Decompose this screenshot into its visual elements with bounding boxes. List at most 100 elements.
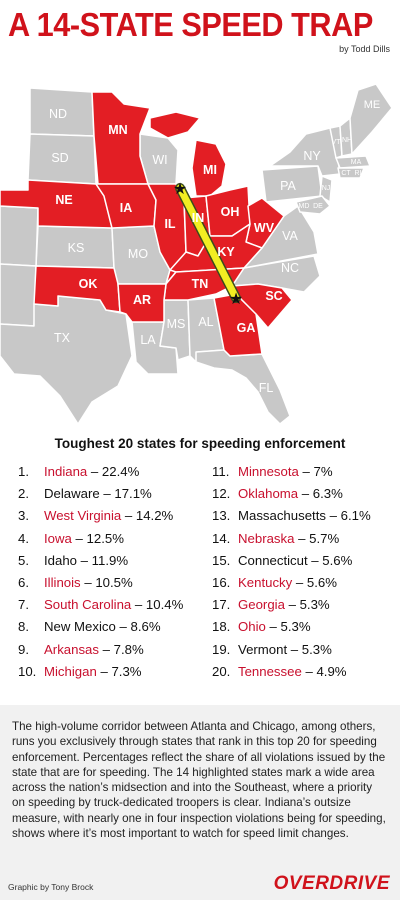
ranking-number: 5. <box>18 552 29 568</box>
ranking-number: 16. <box>212 574 231 590</box>
ranking-row: 7. South Carolina – 10.4% <box>18 594 183 616</box>
ranking-state-name: West Virginia <box>44 508 122 524</box>
ranking-state-name: Idaho <box>44 552 78 568</box>
ranking-percentage: – 4.9% <box>301 663 347 679</box>
label-mn: MN <box>108 123 127 137</box>
ranking-number: 14. <box>212 530 231 546</box>
infographic-title: A 14-STATE SPEED TRAP <box>8 6 373 43</box>
ranking-percentage: – 11.9% <box>77 552 129 568</box>
ranking-state-name: Minnesota <box>238 464 299 479</box>
label-sd: SD <box>51 151 68 165</box>
ranking-number: 8. <box>18 619 29 635</box>
ranking-percentage: – 10.5% <box>80 574 133 590</box>
ranking-percentage: – 6.3% <box>298 486 343 502</box>
ranking-number: 15. <box>212 552 231 568</box>
state-mi-up <box>149 111 201 139</box>
ranking-state-name: Arkansas <box>44 641 99 657</box>
label-ks: KS <box>68 241 85 255</box>
ranking-state-name: New Mexico <box>44 619 116 635</box>
rankings-title: Toughest 20 states for speeding enforcem… <box>54 436 346 451</box>
us-map: ★ ★ ND SD NE KS OK TX MN IA MO AR LA WI … <box>0 83 393 425</box>
label-wv: WV <box>254 221 275 235</box>
state-ma <box>335 155 371 169</box>
ranking-row: 2. Delaware – 17.1% <box>18 483 183 505</box>
label-ia: IA <box>120 201 133 215</box>
ranking-row: 11. Minnesota – 7% <box>212 461 371 483</box>
ranking-state-name: Delaware <box>44 486 100 502</box>
label-ri: RI <box>355 170 362 177</box>
ranking-state-name: Vermont <box>238 641 288 657</box>
ranking-number: 12. <box>212 486 231 502</box>
chicago-star-icon: ★ <box>173 181 187 198</box>
ranking-row: 1. Indiana – 22.4% <box>18 461 183 483</box>
label-la: LA <box>140 333 156 347</box>
label-fl: FL <box>259 381 274 395</box>
ranking-state-name: Connecticut <box>238 552 308 568</box>
ranking-row: 19. Vermont – 5.3% <box>212 639 371 661</box>
ranking-percentage: – 8.6% <box>115 619 161 635</box>
ranking-percentage: – 7% <box>298 464 333 479</box>
label-ms: MS <box>167 317 186 331</box>
label-nh: NH <box>342 137 352 144</box>
ranking-row: 10. Michigan – 7.3% <box>18 661 183 683</box>
ranking-percentage: – 14.2% <box>121 508 174 524</box>
ranking-number: 19. <box>212 641 231 657</box>
description-panel: The high-volume corridor between Atlanta… <box>0 705 400 900</box>
ranking-percentage: – 5.3% <box>265 619 311 635</box>
ranking-state-name: Ohio <box>238 619 266 635</box>
label-mo: MO <box>128 247 148 261</box>
ranking-percentage: – 5.6% <box>292 574 337 590</box>
label-ct: CT <box>341 170 351 177</box>
ranking-number: 7. <box>18 597 29 613</box>
ranking-number: 18. <box>212 619 231 635</box>
ranking-number: 2. <box>18 486 29 502</box>
rankings-column-right: 11. Minnesota – 7% 12. Oklahoma – 6.3% 13. Ma… <box>212 461 371 683</box>
ranking-row: 17. Georgia – 5.3% <box>212 594 371 616</box>
ranking-state-name: South Carolina <box>44 597 132 613</box>
ranking-state-name: Oklahoma <box>238 486 299 502</box>
state-de-md <box>295 195 331 215</box>
state-mn <box>91 91 151 185</box>
ranking-percentage: – 5.3% <box>284 597 330 613</box>
ranking-percentage: – 7.3% <box>96 663 142 679</box>
label-oh: OH <box>221 205 240 219</box>
label-ky: KY <box>217 245 235 259</box>
ranking-number: 11. <box>212 464 230 479</box>
ranking-row: 8. New Mexico – 8.6% <box>18 616 183 638</box>
ranking-number: 20. <box>212 663 231 679</box>
label-ga: GA <box>237 321 256 335</box>
ranking-percentage: – 5.6% <box>307 552 353 568</box>
ranking-row: 6. Illinois – 10.5% <box>18 572 183 594</box>
byline: by Todd Dills <box>339 44 390 54</box>
ranking-row: 5. Idaho – 11.9% <box>18 550 183 572</box>
ranking-row: 3. West Virginia – 14.2% <box>18 505 183 527</box>
ranking-row: 18. Ohio – 5.3% <box>212 616 371 638</box>
ranking-percentage: – 22.4% <box>87 464 140 479</box>
label-ma: MA <box>351 159 362 166</box>
state-fl <box>195 349 291 425</box>
state-nj <box>319 175 333 203</box>
label-al: AL <box>198 315 213 329</box>
ranking-number: 17. <box>212 597 231 613</box>
ranking-percentage: – 12.5% <box>71 530 124 546</box>
label-ar: AR <box>133 293 151 307</box>
corridor-line-fill <box>176 184 240 302</box>
ranking-number: 1. <box>18 464 29 479</box>
state-ok <box>33 265 121 313</box>
label-nj: NJ <box>322 185 331 192</box>
label-il: IL <box>164 217 175 231</box>
ranking-state-name: Indiana <box>44 464 88 479</box>
ranking-state-name: Illinois <box>44 574 81 590</box>
ranking-state-name: Iowa <box>44 530 72 546</box>
ranking-state-name: Georgia <box>238 597 285 613</box>
state-me <box>349 83 393 155</box>
label-pa: PA <box>280 179 296 193</box>
state-nm <box>0 263 37 327</box>
state-mi <box>191 139 227 197</box>
ranking-row: 14. Nebraska – 5.7% <box>212 528 371 550</box>
label-wi: WI <box>152 153 167 167</box>
label-me: ME <box>364 99 381 111</box>
state-ct-ri <box>337 167 365 179</box>
description-text: The high-volume corridor between Atlanta… <box>12 720 386 841</box>
label-in: IN <box>192 211 205 225</box>
